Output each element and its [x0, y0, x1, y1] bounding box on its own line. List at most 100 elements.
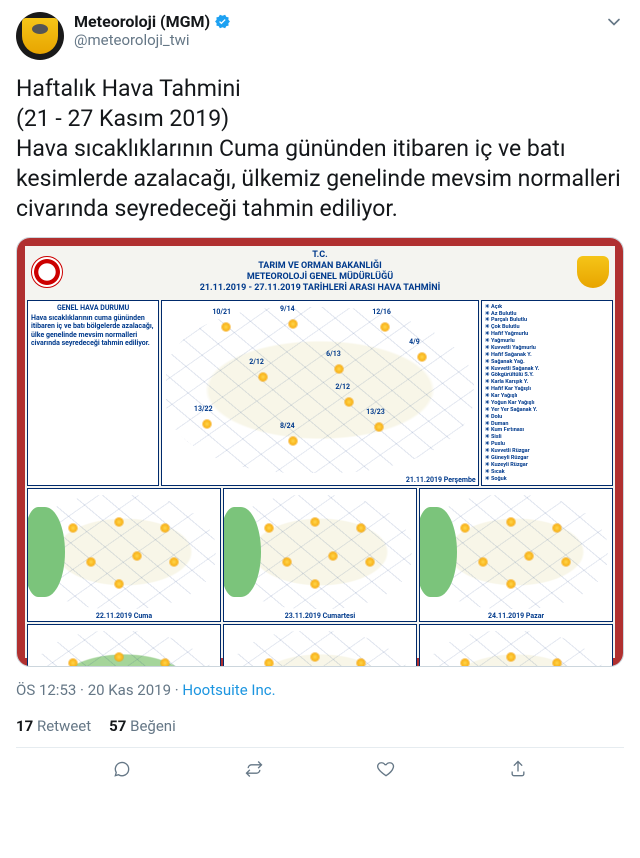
- avatar-logo-icon: [22, 18, 58, 54]
- user-handle[interactable]: @meteoroloji_twi: [74, 31, 604, 49]
- sun-icon: [311, 580, 319, 588]
- card-header-l1: T.C.: [200, 250, 441, 261]
- legend-item: ☀ Hafif Sağanak Y.: [485, 352, 609, 359]
- turkey-map-icon: [228, 631, 412, 668]
- forecast-map-panel: 24.11.2019 Pazar: [419, 488, 613, 621]
- tweet-stats: 17 Retweet 57 Beğeni: [16, 705, 624, 748]
- legend-item: ☀ Hafif Kar Yağışlı: [485, 386, 609, 393]
- sun-icon: [366, 558, 374, 566]
- tweet-time[interactable]: ÖS 12:53: [16, 681, 76, 699]
- sun-icon: [418, 353, 426, 361]
- sun-icon: [357, 659, 365, 667]
- sun-icon: [329, 552, 337, 560]
- temp-label: 12/16: [372, 308, 391, 316]
- sun-icon: [203, 420, 211, 428]
- tweet-date[interactable]: 20 Kas 2019: [88, 681, 171, 699]
- sun-icon: [289, 320, 297, 328]
- temp-label: 4/9: [409, 338, 420, 346]
- like-count[interactable]: 57 Beğeni: [109, 717, 176, 735]
- legend-item: ☀ Gökgürültülü S.Y.: [485, 372, 609, 379]
- info-title: GENEL HAVA DURUMU: [31, 304, 155, 312]
- sun-icon: [461, 524, 469, 532]
- avatar[interactable]: [16, 12, 64, 60]
- sun-icon: [170, 558, 178, 566]
- legend-item: ☀ Sıcak: [485, 469, 609, 476]
- legend-item: ☀ Sağanak Yağ.: [485, 359, 609, 366]
- legend-item: ☀ Yoğun Kar Yağışlı: [485, 400, 609, 407]
- turkey-map-icon: 10/219/1412/164/92/126/1313/228/2413/232…: [166, 307, 473, 474]
- tweet-media[interactable]: T.C. TARIM VE ORMAN BAKANLIĞI METEOROLOJ…: [16, 237, 624, 667]
- chevron-down-icon[interactable]: [604, 12, 624, 32]
- sun-icon: [161, 659, 169, 667]
- legend-item: ☀ Açık: [485, 304, 609, 311]
- temp-label: 2/12: [335, 383, 350, 391]
- sun-icon: [115, 653, 123, 661]
- temp-label: 13/22: [194, 405, 213, 413]
- temp-label: 2/12: [249, 358, 264, 366]
- retweet-button[interactable]: [243, 758, 265, 780]
- legend-item: ☀ Az Bulutlu: [485, 311, 609, 318]
- sun-icon: [265, 659, 273, 667]
- sun-icon: [265, 524, 273, 532]
- sun-icon: [69, 659, 77, 667]
- display-name[interactable]: Meteoroloji (MGM): [74, 12, 210, 31]
- share-button[interactable]: [507, 758, 529, 780]
- reply-button[interactable]: [111, 758, 133, 780]
- legend-item: ☀ Kar Yağışlı: [485, 393, 609, 400]
- user-block: Meteoroloji (MGM) @meteoroloji_twi: [74, 12, 604, 49]
- retweet-count[interactable]: 17 Retweet: [16, 717, 91, 735]
- tweet-source[interactable]: Hootsuite Inc.: [182, 681, 275, 699]
- legend-item: ☀ Kuzeyli Rüzgar: [485, 462, 609, 469]
- sun-icon: [133, 552, 141, 560]
- tweet-text: Haftalık Hava Tahmini (21 - 27 Kasım 201…: [16, 74, 624, 223]
- temp-label: 13/23: [366, 408, 385, 416]
- temp-label: 9/14: [280, 305, 295, 313]
- forecast-map-panel: 23.11.2019 Cumartesi: [223, 488, 417, 621]
- temp-label: 10/21: [212, 308, 231, 316]
- turkey-map-icon: [32, 495, 216, 608]
- legend-item: ☀ Soğuk: [485, 476, 609, 483]
- sun-icon: [335, 365, 343, 373]
- tweet-container: Meteoroloji (MGM) @meteoroloji_twi Hafta…: [0, 0, 640, 798]
- verified-badge-icon: [214, 13, 231, 30]
- sun-icon: [115, 518, 123, 526]
- tweet-meta: ÖS 12:53 · 20 Kas 2019 · Hootsuite Inc.: [16, 681, 624, 699]
- sun-icon: [479, 558, 487, 566]
- sun-icon: [461, 659, 469, 667]
- like-button[interactable]: [375, 758, 397, 780]
- maps-grid: GENEL HAVA DURUMU Hava sıcaklıklarının c…: [25, 298, 615, 668]
- card-header-l4: 21.11.2019 - 27.11.2019 TARİHLERİ ARASI …: [200, 283, 441, 294]
- mgm-logo-icon: [577, 256, 609, 288]
- sun-icon: [507, 518, 515, 526]
- sun-icon: [259, 373, 267, 381]
- sun-icon: [562, 558, 570, 566]
- main-map-panel: 10/219/1412/164/92/126/1313/228/2413/232…: [161, 300, 478, 487]
- sun-icon: [553, 659, 561, 667]
- legend-item: ☀ Çok Bulutlu: [485, 324, 609, 331]
- turkey-map-icon: [32, 631, 216, 668]
- temp-label: 8/24: [280, 422, 295, 430]
- card-header: T.C. TARIM VE ORMAN BAKANLIĞI METEOROLOJ…: [25, 246, 615, 297]
- legend-item: ☀ Kuvvetli Sağanak Y.: [485, 366, 609, 373]
- legend-panel: ☀ Açık☀ Az Bulutlu☀ Parçalı Bulutlu☀ Çok…: [481, 300, 613, 487]
- legend-item: ☀ Puslu: [485, 441, 609, 448]
- forecast-map-panel: 27.11.2019 Çarşamba: [419, 624, 613, 668]
- main-map-label: 21.11.2019 Perşembe: [164, 476, 475, 484]
- legend-item: ☀ Duman: [485, 421, 609, 428]
- legend-item: ☀ Dolu: [485, 414, 609, 421]
- card-header-l2: TARIM VE ORMAN BAKANLIĞI: [200, 261, 441, 272]
- turkey-map-icon: [424, 495, 608, 608]
- forecast-map-panel: 26.11.2019 Salı: [223, 624, 417, 668]
- sun-icon: [161, 524, 169, 532]
- sun-icon: [87, 558, 95, 566]
- general-info-panel: GENEL HAVA DURUMU Hava sıcaklıklarının c…: [27, 300, 159, 487]
- sun-icon: [525, 552, 533, 560]
- card-header-l3: METEOROLOJİ GENEL MÜDÜRLÜĞÜ: [200, 272, 441, 283]
- turkey-map-icon: [228, 495, 412, 608]
- sun-icon: [69, 524, 77, 532]
- legend-item: ☀ Karla Karışık Y.: [485, 379, 609, 386]
- legend-item: ☀ Sisli: [485, 434, 609, 441]
- sun-icon: [345, 398, 353, 406]
- legend-item: ☀ Kuvvetli Yağmurlu: [485, 345, 609, 352]
- legend-item: ☀ Güneyli Rüzgar: [485, 455, 609, 462]
